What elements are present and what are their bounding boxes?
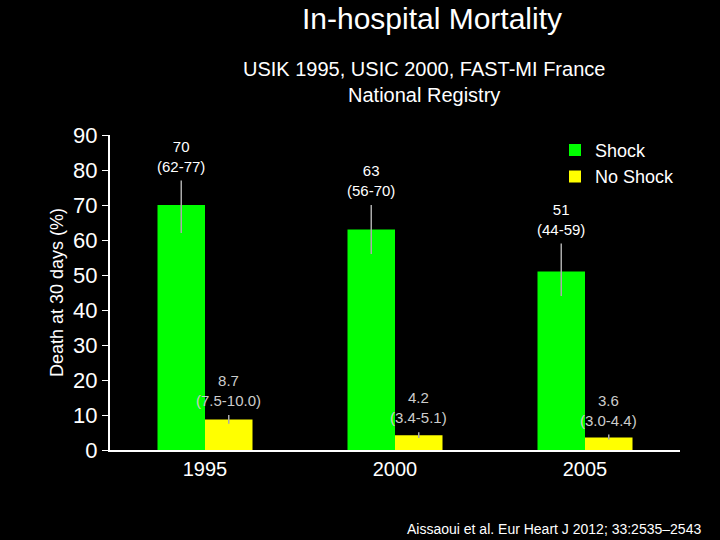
svg-text:70: 70 [73, 193, 97, 218]
svg-text:50: 50 [73, 263, 97, 288]
svg-text:1995: 1995 [183, 458, 228, 480]
svg-text:51(44-59): 51(44-59) [537, 201, 585, 238]
svg-text:4.2(3.4-5.1): 4.2(3.4-5.1) [390, 389, 447, 426]
svg-text:70(62-77): 70(62-77) [157, 138, 205, 175]
svg-text:90: 90 [73, 123, 97, 148]
svg-text:In-hospital Mortality: In-hospital Mortality [302, 2, 562, 35]
svg-text:USIK 1995, USIC 2000, FAST-MI: USIK 1995, USIC 2000, FAST-MI FranceNati… [243, 58, 605, 106]
svg-text:2000: 2000 [373, 458, 418, 480]
svg-text:Aissaoui et al. Eur Heart J 20: Aissaoui et al. Eur Heart J 2012; 33:253… [407, 521, 701, 537]
svg-text:20: 20 [73, 368, 97, 393]
svg-text:40: 40 [73, 298, 97, 323]
svg-text:30: 30 [73, 333, 97, 358]
svg-text:8.7(7.5-10.0): 8.7(7.5-10.0) [196, 372, 261, 409]
svg-text:10: 10 [73, 403, 97, 428]
svg-text:80: 80 [73, 158, 97, 183]
svg-text:Shock: Shock [595, 141, 646, 161]
svg-text:0: 0 [85, 438, 97, 463]
svg-text:Death at 30 days (%): Death at 30 days (%) [47, 208, 67, 377]
svg-text:3.6(3.0-4.4): 3.6(3.0-4.4) [580, 392, 637, 429]
svg-text:No Shock: No Shock [595, 167, 674, 187]
svg-text:2005: 2005 [563, 458, 608, 480]
svg-text:60: 60 [73, 228, 97, 253]
svg-text:63(56-70): 63(56-70) [347, 162, 395, 199]
